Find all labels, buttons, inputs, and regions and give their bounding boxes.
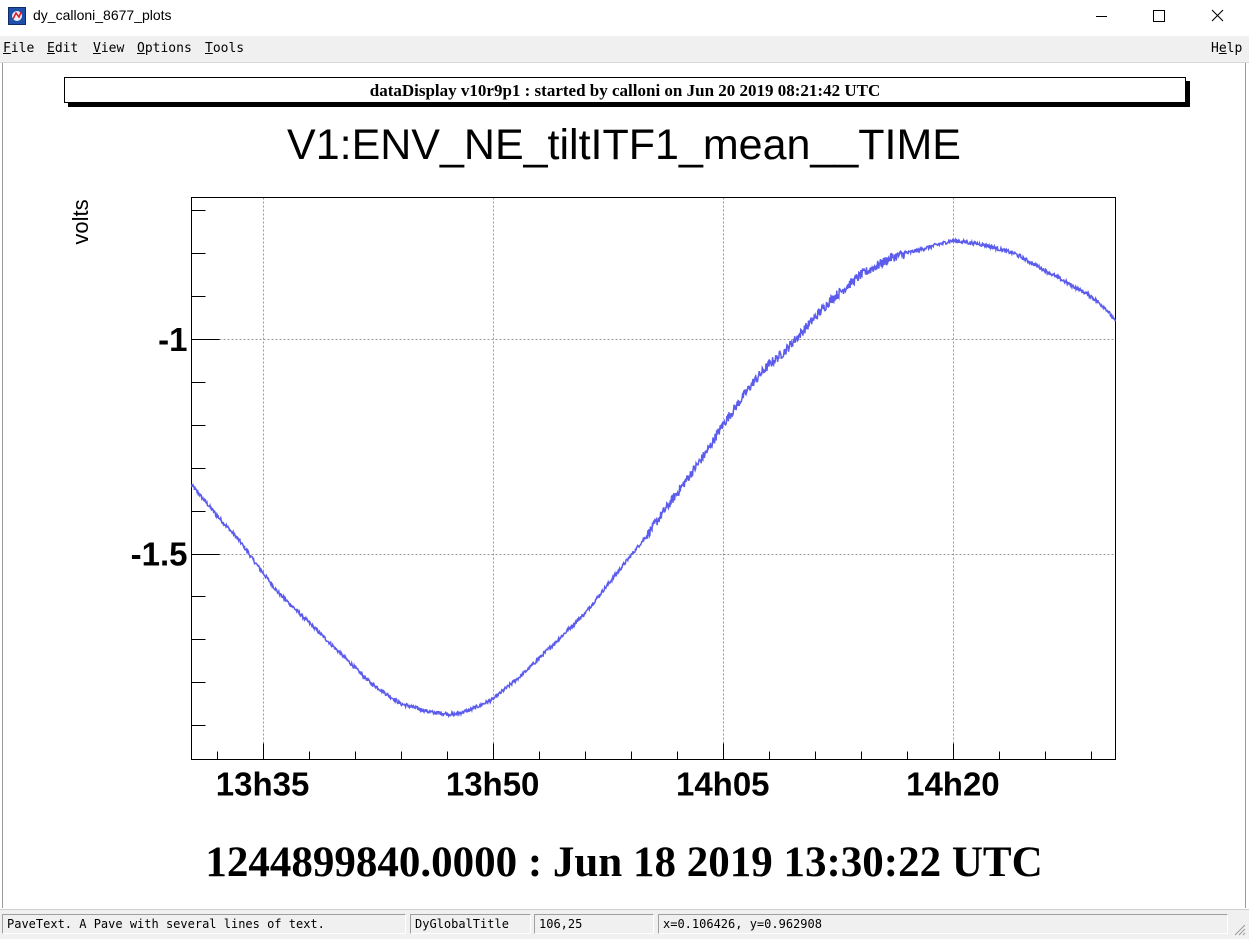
- y-tick-label: -1: [158, 321, 187, 358]
- status-object-info: PaveText. A Pave with several lines of t…: [2, 914, 406, 934]
- minimize-button[interactable]: [1078, 0, 1124, 33]
- menu-help[interactable]: Help: [1211, 41, 1242, 56]
- menu-bar: File Edit View Options Tools Help: [0, 36, 1249, 63]
- menu-options-label: ptions: [144, 41, 192, 56]
- series-line: [190, 237, 1117, 719]
- status-pixel-pos: 106,25: [534, 914, 654, 934]
- plot-frame: [191, 197, 1116, 760]
- menu-tools[interactable]: Tools: [205, 41, 244, 56]
- menu-tools-mnemonic: T: [205, 41, 213, 56]
- pave-text: dataDisplay v10r9p1 : started by calloni…: [369, 81, 881, 100]
- menu-view[interactable]: View: [93, 41, 124, 56]
- minimize-icon: [1096, 16, 1107, 17]
- maximize-button[interactable]: [1136, 0, 1182, 33]
- time-axis-origin-label: 1244899840.0000 : Jun 18 2019 13:30:22 U…: [205, 839, 1043, 886]
- plot-canvas[interactable]: dataDisplay v10r9p1 : started by calloni…: [2, 63, 1246, 908]
- maximize-icon: [1153, 10, 1165, 22]
- menu-options-mnemonic: O: [137, 41, 145, 56]
- menu-help-label: lp: [1226, 41, 1243, 56]
- x-tick-label: 13h50: [446, 766, 540, 803]
- menu-view-label: iew: [100, 41, 125, 56]
- axis-tick-labels: 13h35 13h50 14h05 14h20 -1 -1.5: [131, 321, 1000, 802]
- menu-help-mnemonic: e: [1218, 41, 1227, 56]
- close-button[interactable]: [1194, 0, 1240, 33]
- menu-options[interactable]: Options: [137, 41, 192, 56]
- menu-tools-label: ools: [212, 41, 245, 56]
- status-coords: x=0.106426, y=0.962908: [658, 914, 1228, 934]
- menu-view-mnemonic: V: [93, 41, 101, 56]
- menu-help-pre: H: [1211, 41, 1219, 56]
- menu-file-label: ile: [10, 41, 35, 56]
- x-tick-label: 13h35: [216, 766, 310, 803]
- close-icon: [1211, 9, 1224, 22]
- global-title-pave[interactable]: dataDisplay v10r9p1 : started by calloni…: [64, 77, 1186, 103]
- menu-edit-label: dit: [54, 41, 79, 56]
- app-icon: [8, 7, 26, 25]
- y-axis-label: volts: [68, 199, 93, 244]
- axis-ticks: [191, 210, 1092, 760]
- plot-title: V1:ENV_NE_tiltITF1_mean__TIME: [287, 121, 961, 169]
- y-tick-label: -1.5: [131, 536, 188, 573]
- x-tick-label: 14h20: [906, 766, 1000, 803]
- grid: [191, 197, 1116, 760]
- x-tick-label: 14h05: [676, 766, 770, 803]
- title-bar: dy_calloni_8677_plots: [0, 0, 1249, 33]
- status-object-name: DyGlobalTitle: [410, 914, 531, 934]
- window-title: dy_calloni_8677_plots: [33, 7, 172, 23]
- menu-file-mnemonic: F: [3, 41, 11, 56]
- status-bar: PaveText. A Pave with several lines of t…: [0, 909, 1249, 939]
- menu-file[interactable]: File: [3, 41, 34, 56]
- resize-grip-icon[interactable]: [1232, 922, 1246, 936]
- menu-edit-mnemonic: E: [47, 41, 55, 56]
- menu-edit[interactable]: Edit: [47, 41, 78, 56]
